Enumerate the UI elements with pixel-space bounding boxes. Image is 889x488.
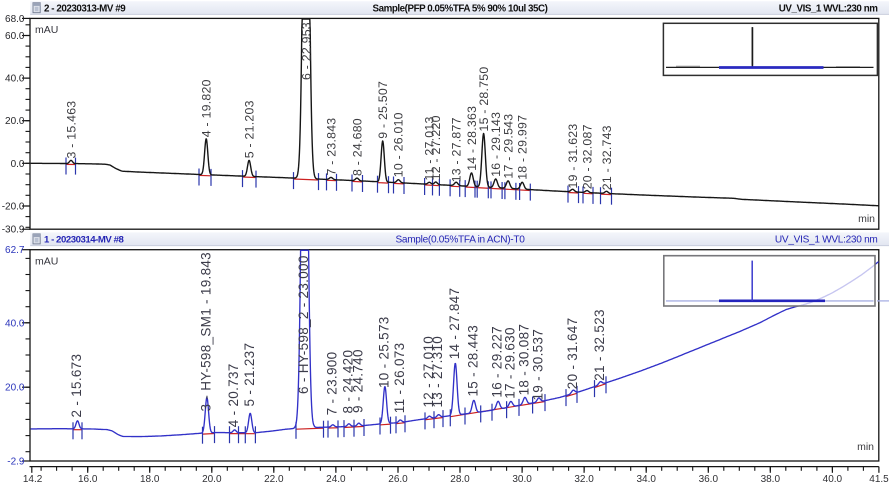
svg-text:6 - 22.953: 6 - 22.953 [299, 22, 313, 80]
svg-text:20.0: 20.0 [202, 474, 222, 485]
svg-text:mAU: mAU [35, 24, 58, 36]
svg-text:32.0: 32.0 [574, 474, 594, 485]
svg-text:26.0: 26.0 [388, 474, 408, 485]
svg-text:min: min [857, 441, 874, 453]
svg-text:4 - 19.820: 4 - 19.820 [200, 79, 214, 137]
svg-text:13 - 27.310: 13 - 27.310 [430, 336, 445, 408]
svg-text:40.0: 40.0 [5, 74, 25, 85]
svg-text:15 - 28.750: 15 - 28.750 [477, 67, 491, 132]
svg-text:17 - 29.630: 17 - 29.630 [502, 327, 517, 399]
svg-text:18 - 30.087: 18 - 30.087 [517, 324, 532, 396]
svg-text:30.0: 30.0 [512, 474, 532, 485]
svg-text:1 - 20230314-MV #8: 1 - 20230314-MV #8 [44, 235, 124, 246]
svg-text:4 - 20.737: 4 - 20.737 [226, 363, 241, 427]
svg-text:UV_VIS_1 WVL:230 nm: UV_VIS_1 WVL:230 nm [775, 235, 878, 246]
svg-text:62.7: 62.7 [5, 245, 25, 256]
svg-text:16.0: 16.0 [78, 474, 98, 485]
svg-text:18 - 29.997: 18 - 29.997 [516, 115, 530, 180]
svg-text:9 - 24.740: 9 - 24.740 [350, 349, 365, 413]
svg-text:12 - 27.220: 12 - 27.220 [429, 115, 443, 180]
svg-text:22.0: 22.0 [264, 474, 284, 485]
svg-text:19 - 30.537: 19 - 30.537 [530, 329, 545, 401]
svg-text:17 - 29.543: 17 - 29.543 [501, 114, 515, 179]
svg-text:40.0: 40.0 [823, 474, 843, 485]
svg-text:40.0: 40.0 [5, 318, 25, 329]
svg-text:14 - 27.847: 14 - 27.847 [447, 288, 462, 360]
svg-text:68.0: 68.0 [5, 14, 25, 25]
svg-text:14.2: 14.2 [23, 474, 43, 485]
svg-text:mAU: mAU [35, 256, 58, 268]
svg-text:10 - 26.010: 10 - 26.010 [392, 112, 406, 177]
svg-text:6 - HY-598_2 - 23.000: 6 - HY-598_2 - 23.000 [296, 255, 311, 394]
svg-text:18.0: 18.0 [140, 474, 160, 485]
svg-text:5 - 21.203: 5 - 21.203 [242, 100, 256, 158]
svg-text:-2.9: -2.9 [7, 457, 25, 468]
svg-text:UV_VIS_1 WVL:230 nm: UV_VIS_1 WVL:230 nm [779, 4, 878, 15]
svg-text:15 - 28.443: 15 - 28.443 [465, 325, 480, 397]
svg-text:11 - 27.013: 11 - 27.013 [423, 116, 437, 180]
svg-text:Sample(0.05%TFA in ACN)-T0: Sample(0.05%TFA in ACN)-T0 [395, 235, 525, 246]
svg-text:5 - 21.237: 5 - 21.237 [242, 343, 257, 407]
svg-text:19 - 31.623: 19 - 31.623 [566, 124, 580, 189]
svg-text:21 - 32.523: 21 - 32.523 [592, 309, 607, 381]
svg-text:7 - 23.900: 7 - 23.900 [324, 352, 339, 416]
svg-text:34.0: 34.0 [636, 474, 656, 485]
svg-text:20 - 32.087: 20 - 32.087 [580, 124, 594, 189]
svg-text:13 - 27.877: 13 - 27.877 [450, 117, 464, 182]
svg-text:3 - 15.463: 3 - 15.463 [64, 101, 78, 159]
svg-text:Sample(PFP 0.05%TFA 5% 90% 10u: Sample(PFP 0.05%TFA 5% 90% 10ul 35C) [373, 4, 548, 15]
svg-text:36.0: 36.0 [699, 474, 719, 485]
svg-text:-30.9: -30.9 [2, 225, 25, 236]
svg-text:12 - 27.010: 12 - 27.010 [421, 336, 436, 408]
svg-text:28.0: 28.0 [450, 474, 470, 485]
svg-text:2 - 20230313-MV #9: 2 - 20230313-MV #9 [44, 4, 126, 15]
svg-text:min: min [858, 213, 875, 225]
svg-text:-20.0: -20.0 [2, 202, 25, 213]
svg-text:41.5: 41.5 [869, 474, 889, 485]
svg-text:60.0: 60.0 [5, 31, 25, 42]
svg-text:14 - 28.363: 14 - 28.363 [465, 106, 479, 171]
svg-text:16 - 29.227: 16 - 29.227 [490, 326, 505, 398]
svg-text:10 - 25.573: 10 - 25.573 [377, 316, 392, 388]
svg-text:11 - 26.073: 11 - 26.073 [392, 343, 407, 414]
svg-text:20.0: 20.0 [5, 116, 25, 127]
svg-text:38.0: 38.0 [761, 474, 781, 485]
svg-text:0.0: 0.0 [11, 159, 25, 170]
svg-text:2 - 15.673: 2 - 15.673 [69, 354, 84, 418]
svg-text:24.0: 24.0 [326, 474, 346, 485]
svg-text:3 - HY-598_SM1 - 19.843: 3 - HY-598_SM1 - 19.843 [199, 252, 214, 412]
svg-text:20 - 31.647: 20 - 31.647 [565, 318, 580, 390]
svg-text:21 - 32.743: 21 - 32.743 [600, 125, 614, 190]
svg-text:8 - 24.680: 8 - 24.680 [350, 118, 364, 176]
svg-text:8 - 24.420: 8 - 24.420 [341, 350, 356, 414]
svg-text:9 - 25.507: 9 - 25.507 [376, 81, 390, 139]
svg-text:20.0: 20.0 [5, 383, 25, 394]
svg-text:7 - 23.843: 7 - 23.843 [324, 118, 338, 176]
svg-text:16 - 29.143: 16 - 29.143 [489, 112, 503, 177]
